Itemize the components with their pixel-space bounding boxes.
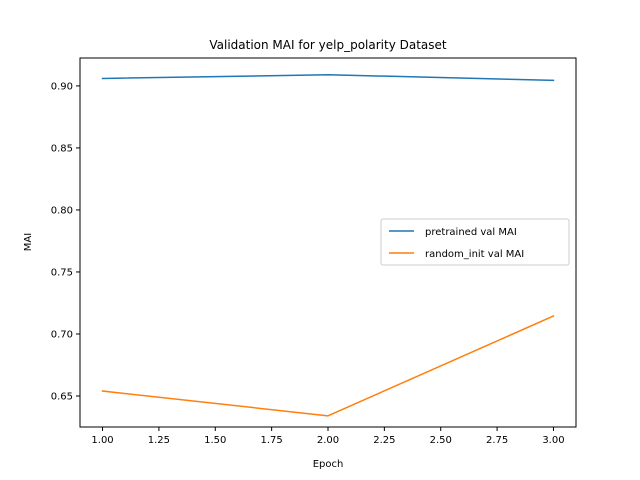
x-tick-label: 2.00 (317, 435, 339, 446)
legend-label-pretrained: pretrained val MAI (425, 227, 517, 238)
x-tick-label: 1.25 (148, 435, 170, 446)
plot-area-frame (79, 57, 577, 428)
y-tick-label: 0.65 (51, 391, 73, 402)
x-tick-label: 2.25 (373, 435, 395, 446)
y-tick-label: 0.70 (51, 329, 73, 340)
y-tick-label: 0.90 (51, 81, 73, 92)
x-tick-label: 2.50 (430, 435, 452, 446)
series-line-random-init (101, 315, 555, 417)
y-tick-label: 0.80 (51, 205, 73, 216)
y-tick-label: 0.85 (51, 143, 73, 154)
y-tick-label: 0.75 (51, 267, 73, 278)
x-axis-ticks: 1.00 1.25 1.50 1.75 2.00 2.25 2.50 2.75 3.00 (91, 427, 565, 446)
x-tick-label: 3.00 (542, 435, 564, 446)
chart-title: Validation MAI for yelp_polarity Dataset (209, 38, 447, 52)
series-lines (101, 73, 555, 417)
legend: pretrained val MAI random_init val MAI (380, 218, 570, 266)
legend-frame (380, 218, 570, 266)
series-line-pretrained (101, 73, 555, 82)
x-tick-label: 1.75 (261, 435, 283, 446)
y-axis-ticks: 0.65 0.70 0.75 0.80 0.85 0.90 (51, 81, 80, 402)
legend-label-random-init: random_init val MAI (425, 249, 524, 260)
x-tick-label: 1.50 (204, 435, 226, 446)
x-tick-label: 2.75 (486, 435, 508, 446)
y-axis-label: MAI (23, 233, 34, 251)
x-tick-label: 1.00 (91, 435, 113, 446)
x-axis-label: Epoch (313, 459, 344, 470)
